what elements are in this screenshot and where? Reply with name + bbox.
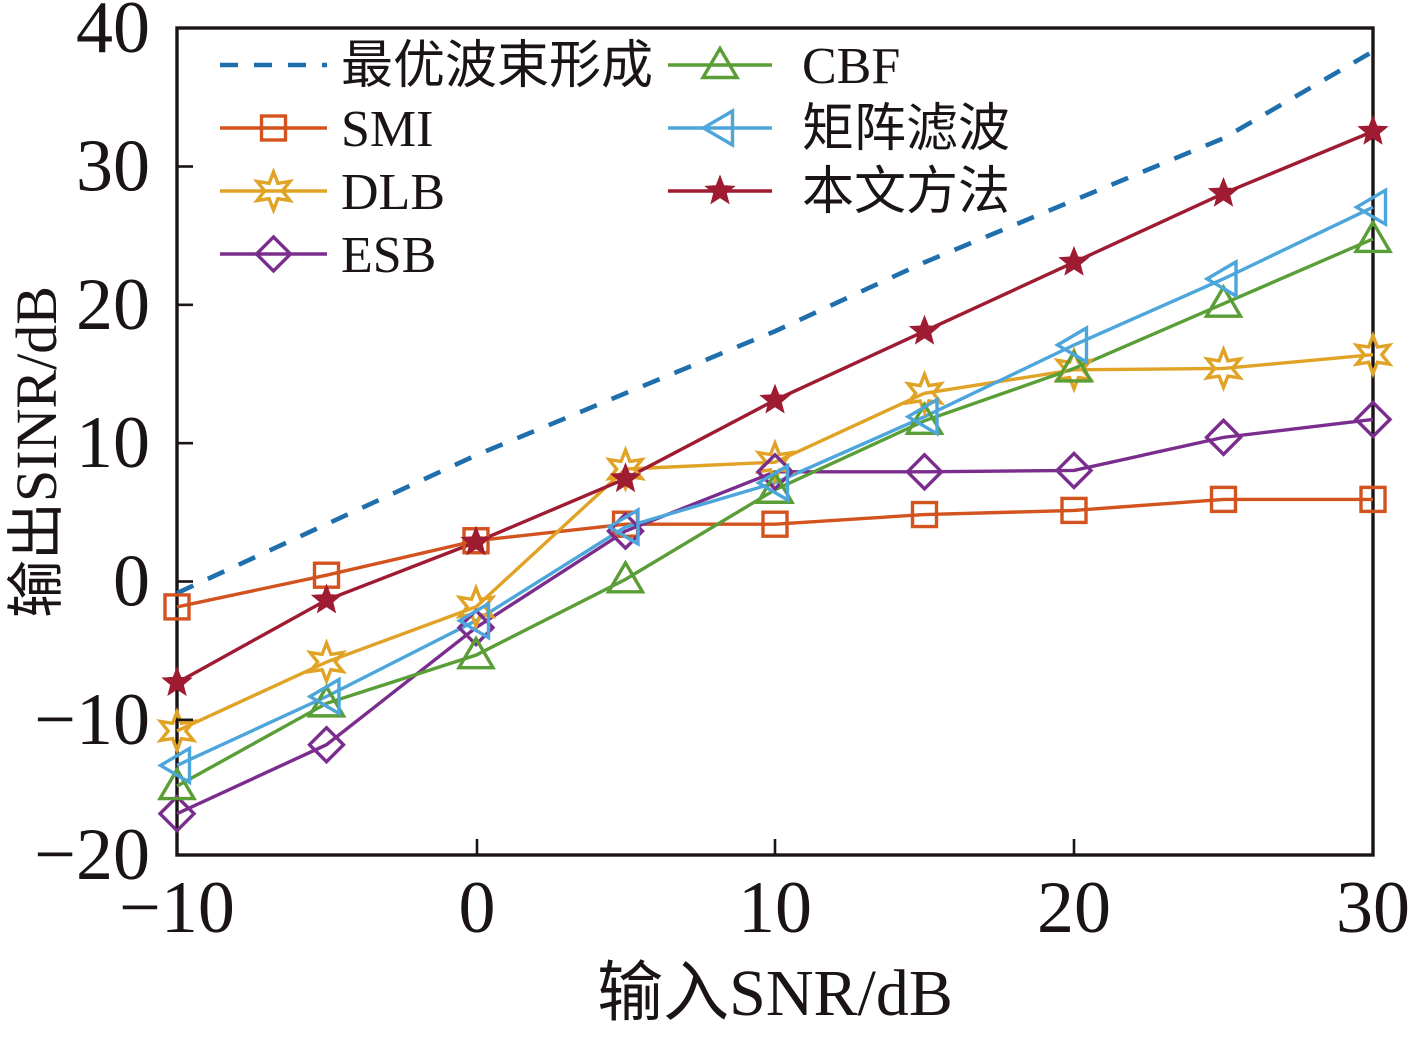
svg-text:20: 20	[76, 264, 150, 346]
svg-text:0: 0	[459, 867, 496, 949]
svg-text:−20: −20	[34, 814, 150, 896]
svg-text:10: 10	[76, 402, 150, 484]
svg-text:30: 30	[76, 126, 150, 208]
svg-text:最优波束形成: 最优波束形成	[341, 38, 653, 95]
svg-text:DLB: DLB	[341, 164, 445, 221]
svg-text:本文方法: 本文方法	[802, 164, 1010, 221]
svg-text:CBF: CBF	[802, 38, 900, 95]
svg-text:输入SNR/dB: 输入SNR/dB	[597, 957, 953, 1030]
svg-text:输出SINR/dB: 输出SINR/dB	[4, 286, 69, 618]
svg-text:SMI: SMI	[341, 101, 433, 158]
svg-text:−10: −10	[34, 679, 150, 761]
svg-text:0: 0	[113, 541, 150, 623]
svg-text:矩阵滤波: 矩阵滤波	[802, 101, 1010, 158]
svg-text:10: 10	[738, 867, 812, 949]
svg-text:30: 30	[1336, 867, 1408, 949]
svg-text:ESB: ESB	[341, 227, 436, 284]
svg-text:40: 40	[76, 0, 150, 69]
svg-text:20: 20	[1037, 867, 1111, 949]
